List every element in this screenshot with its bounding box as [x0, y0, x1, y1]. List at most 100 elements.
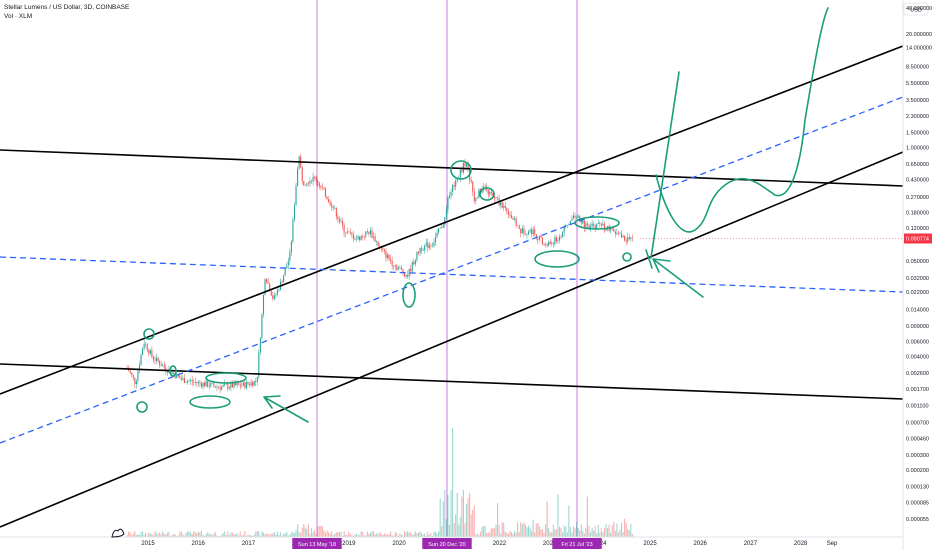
candle-body: [551, 243, 553, 245]
candle-body: [276, 289, 278, 295]
candle-body: [272, 295, 274, 299]
volume-bar: [566, 532, 568, 537]
symbol-title[interactable]: Stellar Lumens / US Dollar, 3D, COINBASE: [4, 4, 130, 11]
volume-bar: [535, 523, 537, 537]
candle-body: [310, 181, 313, 182]
volume-bar: [335, 532, 337, 537]
price-tick-label: 3.500000: [906, 98, 929, 104]
volume-bar: [393, 535, 395, 537]
volume-bar: [188, 531, 190, 537]
volume-bar: [314, 530, 316, 537]
volume-bar: [200, 531, 203, 537]
candle-body: [145, 343, 147, 345]
price-tick-label: 2.300000: [906, 114, 929, 120]
candle-body: [231, 383, 234, 388]
candle-body: [182, 378, 184, 380]
volume-bar: [182, 534, 184, 537]
candle-body: [441, 227, 443, 229]
price-tick-label: 0.002600: [906, 371, 929, 377]
candle-body: [438, 228, 440, 233]
candle-body: [455, 180, 457, 187]
volume-bar: [321, 526, 323, 537]
candle-body: [518, 225, 520, 229]
candle-body: [323, 187, 325, 189]
volume-bar: [529, 528, 531, 537]
volume-bar: [202, 535, 204, 537]
candle-body: [230, 383, 232, 388]
candle-body: [577, 216, 579, 218]
volume-bar: [365, 535, 367, 537]
candle-body: [138, 365, 141, 372]
volume-bar: [479, 531, 482, 537]
price-tick-label: 0.001100: [906, 404, 929, 410]
candle-body: [281, 281, 283, 283]
volume-bar: [515, 532, 517, 537]
candle-body: [427, 242, 429, 248]
volume-bar: [307, 524, 309, 537]
volume-bar: [484, 525, 486, 537]
candle-body: [126, 367, 128, 369]
candle-body: [314, 176, 316, 178]
volume-bar: [129, 532, 131, 537]
candle-body: [543, 243, 545, 245]
circle-highlight: [450, 160, 472, 180]
candle-body: [227, 384, 229, 389]
volume-bar: [253, 534, 255, 537]
volume-bar: [624, 518, 626, 537]
candle-body: [235, 382, 237, 386]
price-tick-label: 8.500000: [906, 65, 929, 71]
volume-bar: [357, 535, 359, 537]
candle-body: [137, 371, 139, 381]
volume-bar: [292, 532, 294, 537]
candle-body: [216, 386, 218, 388]
candle-body: [399, 267, 401, 269]
volume-bar: [450, 490, 452, 537]
candle-body: [628, 237, 630, 239]
volume-bar: [546, 501, 548, 537]
candle-body: [588, 224, 590, 229]
volume-bar: [469, 492, 471, 537]
volume-bar: [501, 522, 503, 537]
candle-body: [492, 193, 494, 197]
volume-bar: [324, 532, 327, 537]
candle-body: [493, 196, 495, 199]
candle-body: [135, 380, 137, 385]
candle-body: [213, 382, 215, 387]
volume-bar: [154, 531, 156, 537]
volume-bar: [557, 494, 559, 537]
price-tick-label: 1.500000: [906, 130, 929, 136]
volume-bar: [300, 533, 302, 537]
currency-badge[interactable]: [903, 2, 929, 16]
volume-bar: [583, 533, 585, 537]
volume-bar: [563, 525, 565, 537]
candle-body: [149, 350, 151, 354]
candle-body: [397, 267, 399, 270]
candle-body: [434, 236, 437, 243]
volume-bar: [306, 529, 308, 537]
candle-body: [453, 185, 455, 187]
volume-bar: [383, 533, 385, 537]
candle-body: [563, 226, 565, 233]
candle-body: [360, 235, 362, 240]
volume-bar: [290, 532, 292, 537]
volume-bar: [148, 532, 150, 537]
candle-body: [512, 217, 514, 220]
volume-bar: [272, 533, 274, 537]
candle-body: [586, 223, 588, 225]
volume-bar: [264, 534, 266, 537]
volume-bar: [126, 534, 128, 537]
price-tick-label: 0.270000: [906, 195, 929, 201]
candle-body: [552, 243, 554, 244]
volume-bar: [146, 535, 148, 537]
volume-bar: [227, 531, 229, 537]
current-price-tag: [904, 233, 932, 244]
volume-bar: [328, 532, 330, 537]
volume-bar: [394, 532, 396, 537]
candle-body: [506, 207, 508, 212]
candle-body: [248, 384, 251, 386]
candle-body: [589, 226, 592, 229]
price-axis[interactable]: USD 40.000000 20.000000 14.000000 8.500000 5…: [902, 0, 932, 550]
volume-bar: [166, 532, 168, 537]
volume-indicator-label[interactable]: Vol · XLM: [4, 13, 33, 20]
